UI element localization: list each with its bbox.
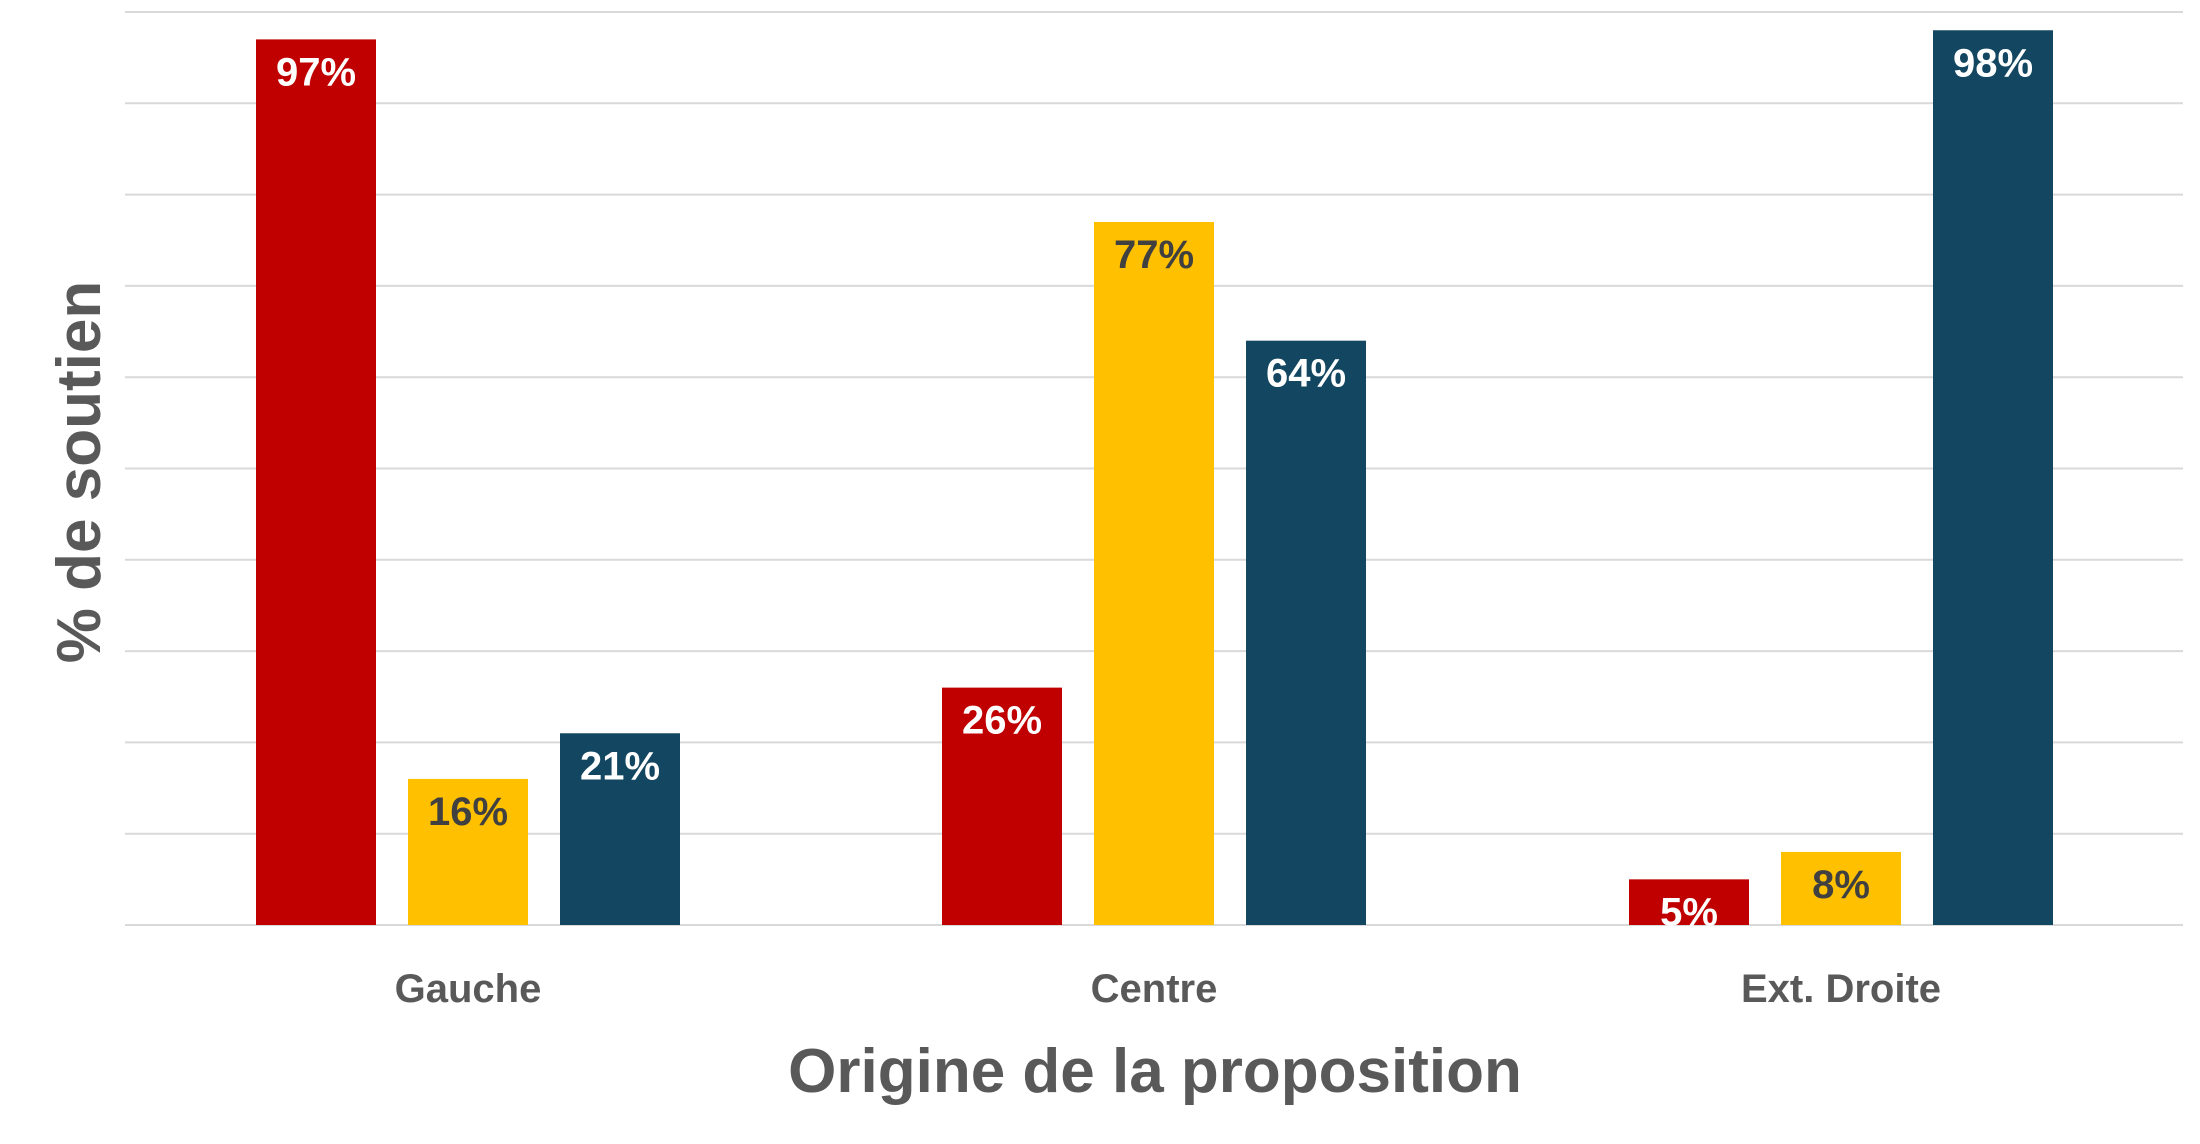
- bar: [1933, 30, 2053, 925]
- data-label: 16%: [428, 790, 508, 834]
- bar: [1629, 879, 1749, 925]
- bar: [1094, 221, 1214, 926]
- data-label: 64%: [1266, 352, 1346, 396]
- y-axis-title: % de soutien: [45, 281, 114, 663]
- data-label: 26%: [962, 699, 1042, 743]
- data-label: 5%: [1660, 890, 1718, 934]
- data-label: 8%: [1812, 863, 1870, 907]
- bars: [256, 30, 2053, 926]
- category-label: Centre: [1091, 967, 1218, 1011]
- data-labels: 97% 26% 5% 16% 77% 8% 21% 64% 98%: [276, 41, 2033, 934]
- data-label: 98%: [1953, 41, 2033, 85]
- data-label: 97%: [276, 50, 356, 94]
- x-axis-title: Origine de la proposition: [788, 1037, 1522, 1106]
- data-label: 21%: [580, 744, 660, 788]
- category-labels: Gauche Centre Ext. Droite: [395, 967, 1941, 1011]
- bar: [1781, 851, 1901, 925]
- bar: [408, 778, 528, 925]
- bar: [1246, 340, 1366, 925]
- bar: [256, 39, 376, 925]
- bar: [942, 687, 1062, 925]
- category-label: Gauche: [395, 967, 542, 1011]
- category-label: Ext. Droite: [1741, 967, 1941, 1011]
- data-label: 77%: [1114, 233, 1194, 277]
- bar: [560, 733, 680, 925]
